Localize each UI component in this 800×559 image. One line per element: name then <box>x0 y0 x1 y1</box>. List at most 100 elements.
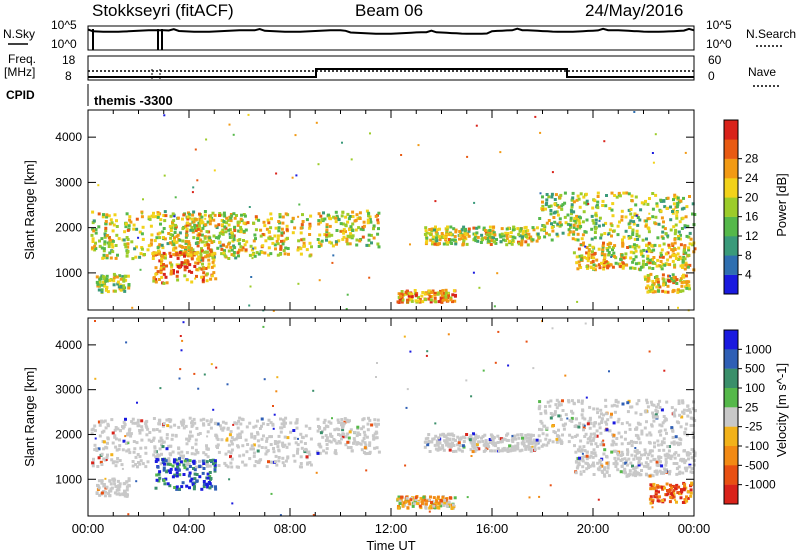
data-cell <box>602 241 605 245</box>
data-cell <box>343 417 347 421</box>
data-cell <box>672 279 676 283</box>
data-cell <box>620 218 624 222</box>
data-cell <box>344 443 348 447</box>
data-cell <box>676 466 679 470</box>
data-cell <box>549 416 553 420</box>
data-cell <box>576 232 580 236</box>
data-cell <box>403 292 407 296</box>
scatter-cell <box>633 111 636 113</box>
data-cell <box>316 238 320 241</box>
data-cell <box>204 255 208 259</box>
data-cell <box>94 231 98 235</box>
data-cell <box>458 233 462 237</box>
data-cell <box>108 279 112 282</box>
data-cell <box>197 255 201 259</box>
data-cell <box>425 238 429 242</box>
data-cell <box>501 447 505 451</box>
data-cell <box>214 236 218 240</box>
data-cell <box>681 410 685 414</box>
data-cell <box>438 447 442 451</box>
data-cell <box>645 433 649 437</box>
data-cell <box>92 229 96 233</box>
data-cell <box>156 270 160 274</box>
data-cell <box>513 434 517 438</box>
data-cell <box>562 427 566 431</box>
data-cell <box>210 274 214 278</box>
data-cell <box>317 219 321 223</box>
data-cell <box>545 443 549 447</box>
data-cell <box>244 228 248 232</box>
data-cell <box>230 465 234 469</box>
data-cell <box>126 274 130 278</box>
scatter-cell <box>648 350 651 353</box>
data-cell <box>469 448 473 452</box>
data-cell <box>219 213 223 217</box>
data-cell <box>186 221 189 225</box>
data-cell <box>539 412 543 416</box>
data-cell <box>127 283 131 286</box>
data-cell <box>263 224 267 228</box>
data-cell <box>106 290 110 294</box>
data-cell <box>594 213 598 217</box>
data-cell <box>272 450 276 454</box>
data-cell <box>336 418 340 422</box>
data-cell <box>362 451 366 454</box>
data-cell <box>544 207 547 211</box>
data-cell <box>628 423 632 427</box>
data-cell <box>123 489 126 493</box>
data-cell <box>476 435 480 439</box>
data-cell <box>221 228 225 232</box>
data-cell <box>640 432 644 436</box>
data-cell <box>308 222 312 226</box>
data-cell <box>348 215 352 218</box>
data-cell <box>671 428 675 432</box>
data-cell <box>115 275 119 279</box>
data-cell <box>132 450 136 454</box>
data-cell <box>244 248 248 252</box>
scatter-cell <box>105 459 108 461</box>
data-cell <box>277 220 281 223</box>
data-cell <box>151 215 155 219</box>
data-cell <box>601 204 605 207</box>
data-cell <box>207 258 211 262</box>
data-cell <box>218 231 222 235</box>
data-cell <box>452 444 456 447</box>
data-cell <box>191 228 195 232</box>
data-cell <box>564 422 567 426</box>
data-cell <box>558 195 562 199</box>
data-cell <box>188 263 192 267</box>
data-cell <box>542 227 546 231</box>
data-cell <box>603 232 607 235</box>
data-cell <box>612 229 616 233</box>
data-cell <box>123 242 127 246</box>
data-cell <box>282 239 286 243</box>
data-cell <box>224 452 228 456</box>
data-cell <box>631 464 634 468</box>
data-cell <box>605 428 609 432</box>
data-cell <box>124 245 128 249</box>
scatter-cell <box>180 349 183 352</box>
data-cell <box>645 473 648 477</box>
data-cell <box>677 234 680 238</box>
data-cell <box>653 445 656 449</box>
data-cell <box>95 449 99 452</box>
data-cell <box>227 443 231 447</box>
data-cell <box>688 452 692 456</box>
data-cell <box>367 416 370 420</box>
data-cell <box>201 459 205 463</box>
data-cell <box>526 445 530 448</box>
data-cell <box>456 443 460 447</box>
data-cell <box>418 504 422 508</box>
data-cell <box>186 254 190 258</box>
data-cell <box>96 282 100 286</box>
data-cell <box>351 215 355 218</box>
data-cell <box>645 237 648 241</box>
data-cell <box>594 454 598 458</box>
data-cell <box>660 248 664 252</box>
data-cell <box>280 422 284 426</box>
data-cell <box>368 441 372 445</box>
noise-tick-right-bottom: 10^0 <box>706 37 732 51</box>
data-cell <box>444 298 448 302</box>
data-cell <box>649 400 653 404</box>
data-cell <box>447 294 450 298</box>
